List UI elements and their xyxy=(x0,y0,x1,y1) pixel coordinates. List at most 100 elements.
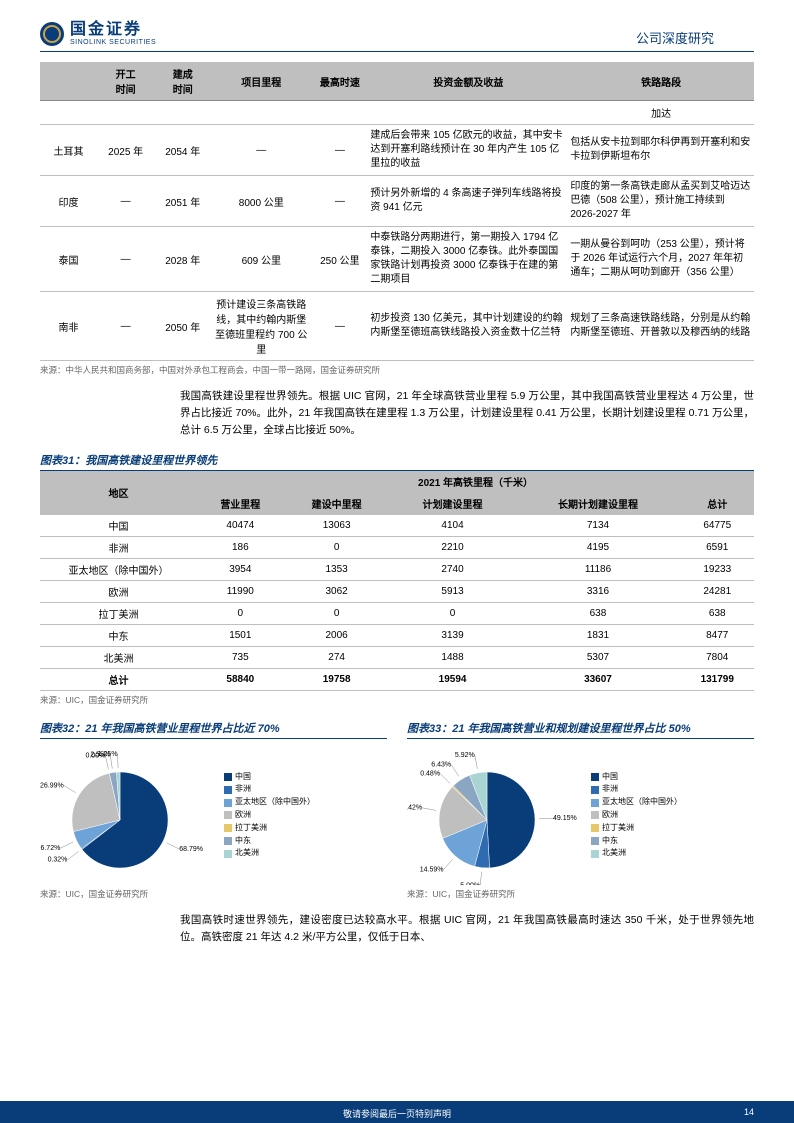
legend-item: 亚太地区（除中国外） xyxy=(224,796,315,809)
cell: 建成后会带来 105 亿欧元的收益，其中安卡达到开塞利路线预计在 30 年内产生… xyxy=(368,125,568,176)
value-cell: 7804 xyxy=(681,647,754,669)
value-cell: 3316 xyxy=(515,581,680,603)
cell: 2051 年 xyxy=(154,176,211,227)
brand-sub: SINOLINK SECURITIES xyxy=(70,39,156,46)
legend-label: 北美洲 xyxy=(602,847,626,860)
region-cell: 非洲 xyxy=(40,537,197,559)
pie-label: 0.48% xyxy=(420,771,440,778)
chart-right-col: 图表33：21 年我国高铁营业和规划建设里程世界占比 50% 49.15%5.0… xyxy=(407,712,754,900)
pie-right-source: 来源：UIC，国金证券研究所 xyxy=(407,888,754,900)
pie-label: 6.72% xyxy=(40,845,60,852)
value-cell: 8477 xyxy=(681,625,754,647)
cell: 初步投资 130 亿美元，其中计划建设的约翰内斯堡至德班高铁线路投入资金数十亿兰… xyxy=(368,292,568,361)
value-cell: 13063 xyxy=(284,515,390,537)
region-cell: 中国 xyxy=(40,515,197,537)
legend-item: 非洲 xyxy=(224,783,315,796)
cell: 8000 公里 xyxy=(211,176,311,227)
logo-icon xyxy=(40,22,64,46)
total-label: 总计 xyxy=(40,669,197,691)
legend-label: 非洲 xyxy=(235,783,251,796)
pie-label: 18.42% xyxy=(407,805,422,812)
value-cell: 274 xyxy=(284,647,390,669)
legend-label: 亚太地区（除中国外） xyxy=(602,796,682,809)
legend-item: 北美洲 xyxy=(224,847,315,860)
chart-left-col: 图表32：21 年我国高铁营业里程世界占比近 70% 68.79%0.32%6.… xyxy=(40,712,387,900)
table-row: 土耳其2025 年2054 年——建成后会带来 105 亿欧元的收益，其中安卡达… xyxy=(40,125,754,176)
country-cell: 土耳其 xyxy=(40,125,97,176)
th-main: 2021 年高铁里程（千米） xyxy=(197,471,754,493)
legend-swatch xyxy=(224,799,232,807)
legend-swatch xyxy=(224,786,232,794)
paragraph-1: 我国高铁建设里程世界领先。根据 UIC 官网，21 年全球高铁营业里程 5.9 … xyxy=(180,388,754,438)
country-cell: 印度 xyxy=(40,176,97,227)
legend-swatch xyxy=(591,837,599,845)
table-header-row: 开工时间 建成时间 项目里程 最高时速 投资金额及收益 铁路路段 xyxy=(40,62,754,101)
value-cell: 19233 xyxy=(681,559,754,581)
cell: 中泰铁路分两期进行，第一期投入 1794 亿泰铢，二期投入 3000 亿泰铢。此… xyxy=(368,227,568,292)
value-cell: 0 xyxy=(390,603,516,625)
legend-item: 欧洲 xyxy=(591,809,682,822)
th-sub: 建设中里程 xyxy=(284,493,390,515)
table-row: 拉丁美洲000638638 xyxy=(40,603,754,625)
value-cell: 64775 xyxy=(681,515,754,537)
th-speed: 最高时速 xyxy=(311,62,368,101)
cell: — xyxy=(311,125,368,176)
total-cell: 131799 xyxy=(681,669,754,691)
figure32-title: 图表32：21 年我国高铁营业里程世界占比近 70% xyxy=(40,712,387,739)
page-header: 国金证券 SINOLINK SECURITIES 公司深度研究 xyxy=(0,0,794,49)
cell: 规划了三条高速铁路线路，分别是从约翰内斯堡至德班、开普敦以及穆西纳的线路 xyxy=(568,292,754,361)
table-row-top: 加达 xyxy=(40,101,754,125)
pie-label: 68.79% xyxy=(179,846,203,853)
value-cell: 2006 xyxy=(284,625,390,647)
cell: 包括从安卡拉到耶尔科伊再到开塞利和安卡拉到伊斯坦布尔 xyxy=(568,125,754,176)
total-cell: 19594 xyxy=(390,669,516,691)
cell: 2025 年 xyxy=(97,125,154,176)
legend-label: 拉丁美洲 xyxy=(235,822,267,835)
legend-swatch xyxy=(591,824,599,832)
header-right-text: 公司深度研究 xyxy=(636,28,714,47)
mileage-table: 地区 2021 年高铁里程（千米） 营业里程建设中里程计划建设里程长期计划建设里… xyxy=(40,471,754,691)
value-cell: 1488 xyxy=(390,647,516,669)
value-cell: 638 xyxy=(681,603,754,625)
legend-label: 拉丁美洲 xyxy=(602,822,634,835)
legend-label: 北美洲 xyxy=(235,847,259,860)
legend-label: 亚太地区（除中国外） xyxy=(235,796,315,809)
value-cell: 11186 xyxy=(515,559,680,581)
value-cell: 5307 xyxy=(515,647,680,669)
pie-chart-left: 68.79%0.32%6.72%26.99%0.00%2.55%1.25% xyxy=(40,745,220,885)
table-row: 南非—2050 年预计建设三条高铁路线，其中约翰内斯堡至德班里程约 700 公里… xyxy=(40,292,754,361)
legend-swatch xyxy=(591,786,599,794)
legend-left: 中国非洲亚太地区（除中国外）欧洲拉丁美洲中东北美洲 xyxy=(224,771,315,861)
total-cell: 33607 xyxy=(515,669,680,691)
pie-label: 5.92% xyxy=(455,752,475,759)
table-row: 欧洲1199030625913331624281 xyxy=(40,581,754,603)
value-cell: 3954 xyxy=(197,559,283,581)
cell: — xyxy=(311,176,368,227)
cell: 2028 年 xyxy=(154,227,211,292)
cell: 预计另外新增的 4 条高速子弹列车线路将投资 941 亿元 xyxy=(368,176,568,227)
value-cell: 186 xyxy=(197,537,283,559)
cell: 609 公里 xyxy=(211,227,311,292)
table-row: 中东15012006313918318477 xyxy=(40,625,754,647)
value-cell: 7134 xyxy=(515,515,680,537)
pie-label: 14.59% xyxy=(420,867,444,874)
pie-label: 26.99% xyxy=(40,783,64,790)
value-cell: 0 xyxy=(197,603,283,625)
legend-item: 北美洲 xyxy=(591,847,682,860)
brand-name: 国金证券 xyxy=(70,21,156,39)
legend-swatch xyxy=(591,799,599,807)
value-cell: 4195 xyxy=(515,537,680,559)
legend-label: 欧洲 xyxy=(602,809,618,822)
value-cell: 40474 xyxy=(197,515,283,537)
value-cell: 1353 xyxy=(284,559,390,581)
paragraph-2: 我国高铁时速世界领先，建设密度已达较高水平。根据 UIC 官网，21 年我国高铁… xyxy=(180,912,754,946)
cell: — xyxy=(311,292,368,361)
value-cell: 3139 xyxy=(390,625,516,647)
cell: — xyxy=(211,125,311,176)
legend-item: 中国 xyxy=(224,771,315,784)
value-cell: 0 xyxy=(284,537,390,559)
cell: 一期从曼谷到呵叻（253 公里），预计将于 2026 年试运行六个月，2027 … xyxy=(568,227,754,292)
value-cell: 0 xyxy=(284,603,390,625)
legend-item: 中东 xyxy=(224,835,315,848)
value-cell: 3062 xyxy=(284,581,390,603)
